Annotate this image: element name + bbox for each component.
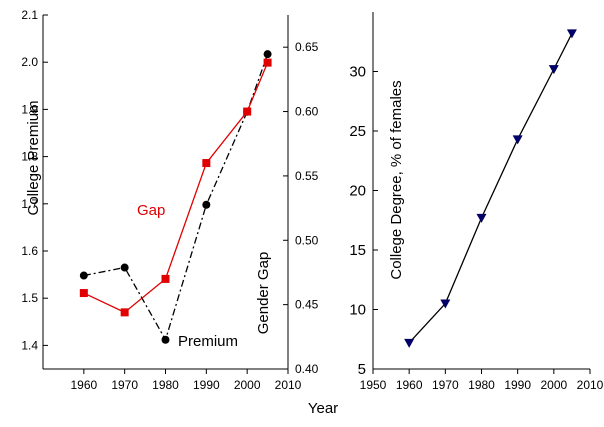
x-axis-label: Year	[308, 400, 338, 417]
college-degree-point-1990	[512, 135, 523, 145]
right-x-ticks: 1950 1960 1970 1980 1990 2000 2010	[360, 369, 604, 392]
right-y-tick-label-0.55: 0.55	[295, 169, 319, 183]
right-x-tick-label-2010: 2010	[577, 378, 604, 392]
left-x-ticks: 1960 1970 1980 1990 2000 2010	[70, 369, 302, 392]
college-degree-axis-label: College Degree, % of females	[388, 80, 405, 279]
left-x-tick-label-1990: 1990	[193, 378, 220, 392]
premium-point-1990	[202, 200, 211, 209]
premium-point-2005	[263, 50, 272, 59]
right-y-tick-label-0.50: 0.50	[295, 233, 319, 247]
college-degree-series-line	[408, 33, 573, 344]
right-x-tick-label-1950: 1950	[360, 378, 387, 392]
premium-annotation: Premium	[178, 333, 238, 350]
gap-annotation: Gap	[137, 202, 165, 219]
left-y-tick-label-1.7: 1.7	[21, 197, 38, 211]
college-premium-axis-label: College Premium	[25, 100, 42, 215]
left-x-tick-label-1970: 1970	[111, 378, 138, 392]
right-x-tick-label-1980: 1980	[468, 378, 495, 392]
right-y-tick-label-0.45: 0.45	[295, 298, 319, 312]
premium-point-1970	[120, 263, 129, 272]
left-y-tick-label-1.4: 1.4	[21, 338, 38, 352]
degree-y-tick-label-25: 25	[349, 123, 366, 140]
right-x-tick-label-1970: 1970	[432, 378, 459, 392]
right-y-ticks: 0.40 0.45 0.50 0.55 0.60 0.65	[283, 40, 319, 376]
left-y-tick-label-2.0: 2.0	[21, 55, 38, 69]
left-x-tick-label-2010: 2010	[275, 378, 302, 392]
left-y-ticks: 1.4 1.5 1.6 1.7 1.8 1.9 2.0 2.1	[21, 8, 48, 352]
right-x-tick-label-1990: 1990	[504, 378, 531, 392]
right-x-tick-label-1960: 1960	[396, 378, 423, 392]
left-y-tick-label-1.8: 1.8	[21, 150, 38, 164]
premium-point-1960	[79, 271, 88, 280]
degree-y-tick-label-10: 10	[349, 302, 366, 319]
degree-y-tick-label-30: 30	[349, 64, 366, 81]
left-x-tick-label-1960: 1960	[70, 378, 97, 392]
right-chart: 1950 1960 1970 1980 1990 2000 2010 5 10 15 20 25 30…	[349, 12, 604, 392]
gap-point-1990	[202, 159, 211, 168]
left-chart: 1960 1970 1980 1990 2000 2010 1.4 1.5 1.6 1.7 1.8…	[21, 8, 318, 392]
left-y-tick-label-1.6: 1.6	[21, 244, 38, 258]
right-y-tick-label-0.65: 0.65	[295, 40, 319, 54]
right-y-ticks: 5 10 15 20 25 30	[349, 64, 378, 378]
left-x-tick-label-1980: 1980	[152, 378, 179, 392]
gender-gap-axis-label: Gender Gap	[255, 252, 272, 335]
premium-series-line	[83, 53, 269, 342]
college-degree-point-1980	[476, 213, 487, 223]
gap-point-2000	[243, 107, 252, 116]
right-series-group	[404, 29, 577, 348]
gap-point-1960	[79, 289, 88, 298]
degree-y-tick-label-20: 20	[349, 183, 366, 200]
gap-point-2005	[263, 58, 272, 67]
left-y-tick-label-2.1: 2.1	[21, 8, 38, 22]
college-degree-point-1970	[440, 299, 451, 309]
premium-point-1980	[161, 335, 170, 344]
left-y-tick-label-1.5: 1.5	[21, 291, 38, 305]
right-y-tick-label-0.40: 0.40	[295, 362, 319, 376]
left-x-tick-label-2000: 2000	[234, 378, 261, 392]
college-degree-point-1960	[404, 338, 415, 348]
degree-y-tick-label-15: 15	[349, 242, 366, 259]
left-series-group	[79, 50, 272, 344]
college-degree-point-2005	[566, 29, 577, 39]
left-y-tick-label-1.9: 1.9	[21, 102, 38, 116]
degree-y-tick-label-5: 5	[358, 361, 366, 378]
gap-series-line	[83, 62, 269, 314]
gap-point-1980	[161, 274, 170, 283]
right-x-tick-label-2000: 2000	[540, 378, 567, 392]
right-y-tick-label-0.60: 0.60	[295, 105, 319, 119]
gap-point-1970	[120, 308, 129, 317]
college-degree-point-2000	[548, 65, 559, 75]
